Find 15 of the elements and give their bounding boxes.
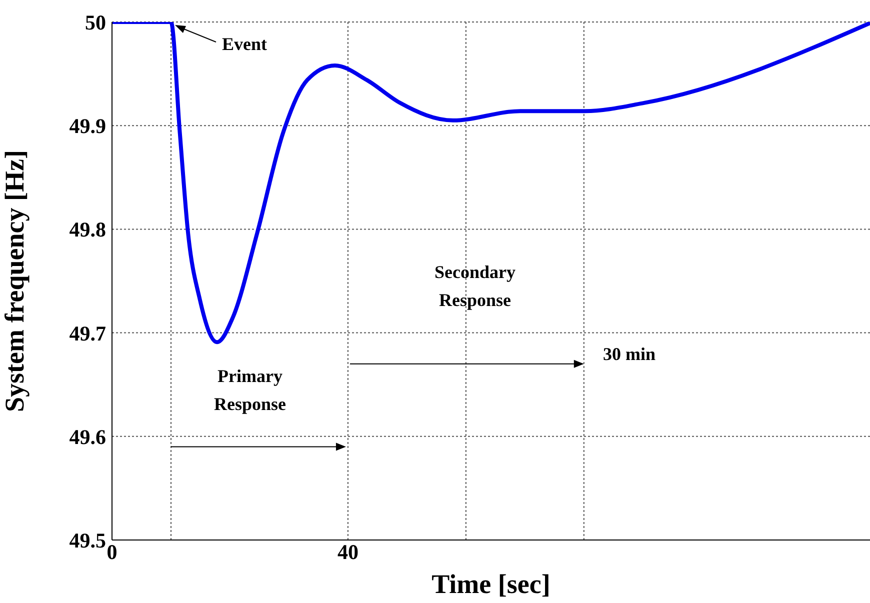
x-tick-label: 40 [337, 540, 358, 564]
annotation: Secondary Response [434, 261, 516, 312]
annotation: Event [222, 33, 267, 56]
line-series [112, 22, 870, 344]
y-tick-label: 49.9 [69, 114, 106, 138]
y-tick-label: 49.6 [69, 424, 106, 449]
x-axis-title: Time [sec] [432, 569, 550, 599]
annotation: Primary Response [212, 365, 287, 416]
y-tick-label: 49.8 [69, 218, 106, 242]
y-tick-label: 49.5 [69, 528, 106, 552]
y-tick-label: 49.7 [69, 321, 106, 346]
x-tick-label: 0 [106, 540, 118, 564]
y-axis-title: System frequency [Hz] [0, 150, 30, 412]
y-tick-label: 50 [85, 10, 106, 34]
annotation: 30 min [603, 343, 656, 366]
